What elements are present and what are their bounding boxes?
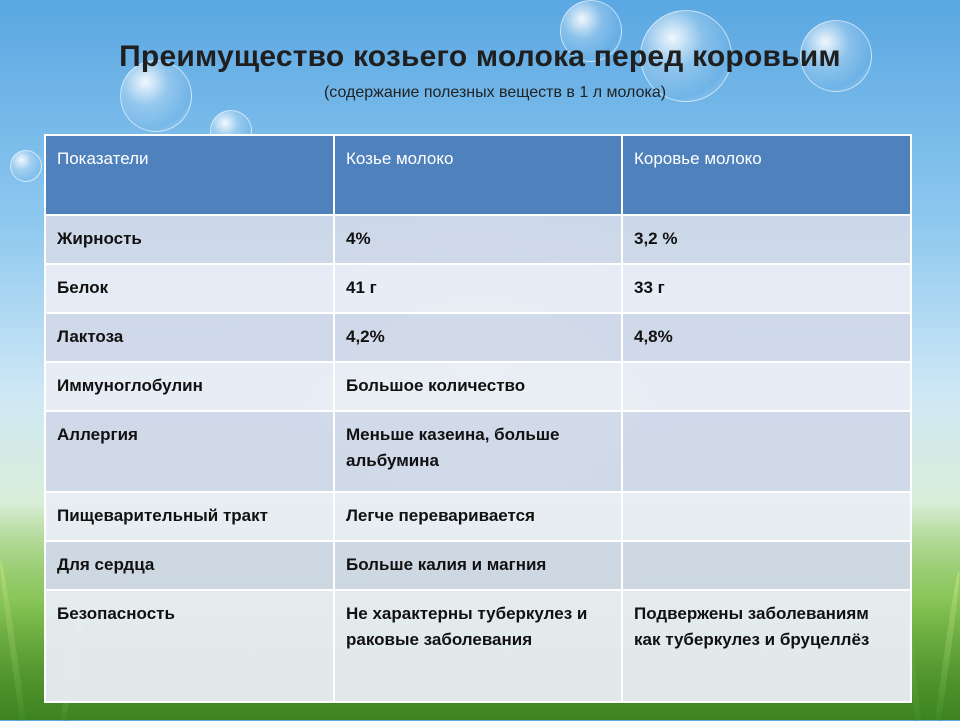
cow-value: 4,8% [621, 312, 912, 363]
table-row: Лактоза 4,2% 4,8% [44, 312, 912, 363]
row-indicator: Для сердца [44, 540, 335, 591]
cow-value [621, 410, 912, 493]
cow-value [621, 361, 912, 412]
goat-value: Большое количество [333, 361, 623, 412]
row-indicator: Лактоза [44, 312, 335, 363]
cow-value [621, 491, 912, 542]
bubble-decoration [10, 150, 42, 182]
table-row: Белок 41 г 33 г [44, 263, 912, 314]
row-indicator: Иммуноглобулин [44, 361, 335, 412]
goat-value: Больше калия и магния [333, 540, 623, 591]
row-indicator: Безопасность [44, 589, 335, 703]
page-subtitle: (содержание полезных веществ в 1 л молок… [323, 84, 667, 101]
goat-value: 4% [333, 214, 623, 265]
comparison-table: Показатели Козье молоко Коровье молоко Ж… [44, 134, 912, 703]
table-row: Пищеварительный тракт Легче переваривает… [44, 491, 912, 542]
cow-value: 33 г [621, 263, 912, 314]
header-cow-milk: Коровье молоко [621, 134, 912, 216]
table-row: Аллергия Меньше казеина, больше альбумин… [44, 410, 912, 493]
grass-blade [0, 561, 26, 721]
goat-value: 4,2% [333, 312, 623, 363]
table-row: Для сердца Больше калия и магния [44, 540, 912, 591]
goat-value: 41 г [333, 263, 623, 314]
cow-value: 3,2 % [621, 214, 912, 265]
row-indicator: Пищеварительный тракт [44, 491, 335, 542]
goat-value: Легче переваривается [333, 491, 623, 542]
goat-value: Меньше казеина, больше альбумина [333, 410, 623, 493]
row-indicator: Жирность [44, 214, 335, 265]
header-indicators: Показатели [44, 134, 335, 216]
header-goat-milk: Козье молоко [333, 134, 623, 216]
row-indicator: Белок [44, 263, 335, 314]
goat-value: Не характерны туберкулез и раковые забол… [333, 589, 623, 703]
cow-value: Подвержены заболеваниям как туберкулез и… [621, 589, 912, 703]
table-header-row: Показатели Козье молоко Коровье молоко [44, 134, 912, 216]
grass-blade [935, 571, 960, 721]
page-title: Преимущество козьего молока перед коровь… [119, 40, 841, 73]
table-row: Безопасность Не характерны туберкулез и … [44, 589, 912, 703]
table-row: Жирность 4% 3,2 % [44, 214, 912, 265]
row-indicator: Аллергия [44, 410, 335, 493]
table-row: Иммуноглобулин Большое количество [44, 361, 912, 412]
cow-value [621, 540, 912, 591]
